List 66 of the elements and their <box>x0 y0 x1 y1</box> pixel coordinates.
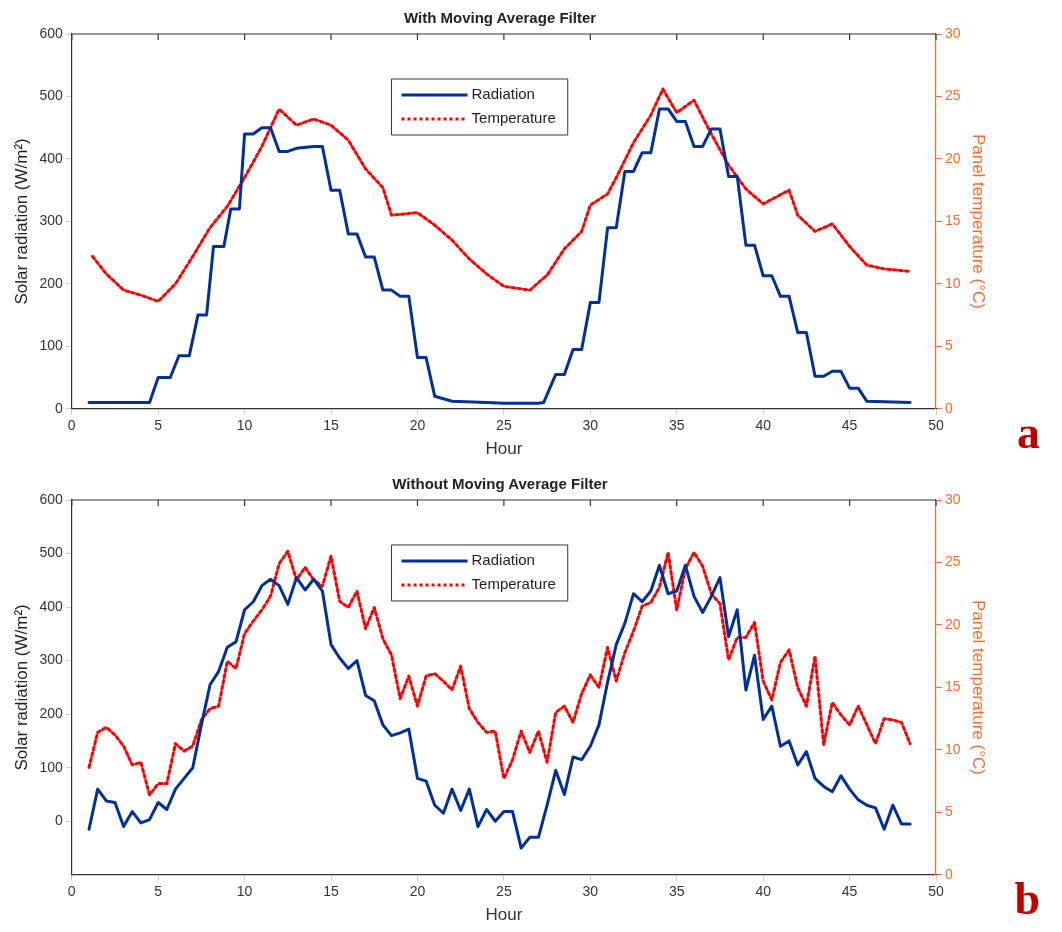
legend-label: Temperature <box>471 575 556 593</box>
x-tick-label: 50 <box>928 883 945 900</box>
y2-tick-label: 0 <box>945 865 954 882</box>
y-tick-label: 300 <box>39 651 63 668</box>
y2-tick-label: 10 <box>945 740 961 757</box>
x-tick-label: 30 <box>582 883 599 900</box>
y-axis-title: Solar radiation (W/m²) <box>11 138 31 305</box>
y2-tick-label: 10 <box>945 274 961 291</box>
y2-tick-label: 25 <box>945 87 961 104</box>
y-tick-label: 500 <box>39 87 63 104</box>
x-tick-label: 30 <box>582 417 599 434</box>
x-tick-label: 15 <box>323 883 340 900</box>
x-tick-label: 35 <box>668 883 685 900</box>
y2-tick-label: 5 <box>945 337 954 354</box>
line-series <box>87 549 912 797</box>
x-tick-label: 10 <box>236 883 253 900</box>
y2-axis-title: Panel temperature (°C) <box>969 133 989 309</box>
x-tick-label: 10 <box>236 417 253 434</box>
x-tick-label: 40 <box>755 417 772 434</box>
x-tick-label: 0 <box>67 417 76 434</box>
y-tick-label: 500 <box>39 544 63 561</box>
text: b <box>1014 873 1040 924</box>
y2-tick-label: 30 <box>945 24 961 41</box>
y-tick-label: 600 <box>39 490 63 507</box>
y2-tick-label: 0 <box>945 399 954 416</box>
y-tick-label: 200 <box>39 274 63 291</box>
line-series <box>91 87 912 303</box>
y-tick-label: 600 <box>39 24 63 41</box>
x-tick-label: 20 <box>409 417 426 434</box>
y-tick-label: 400 <box>39 597 63 614</box>
y2-tick-label: 20 <box>945 149 961 166</box>
chart-title: With Moving Average Filter <box>403 9 597 27</box>
x-tick-label: 40 <box>755 883 772 900</box>
y2-tick-label: 30 <box>945 490 961 507</box>
y2-axis-title: Panel temperature (°C) <box>969 599 989 775</box>
x-tick-label: 5 <box>154 417 163 434</box>
chart-title: Without Moving Average Filter <box>392 475 608 493</box>
y-tick-label: 200 <box>39 705 63 722</box>
x-tick-label: 25 <box>496 417 512 434</box>
legend-label: Temperature <box>471 109 556 127</box>
x-tick-label: 0 <box>67 883 76 900</box>
y-tick-label: 0 <box>54 812 63 829</box>
y2-tick-label: 15 <box>945 678 961 695</box>
y-tick-label: 400 <box>39 149 63 166</box>
y-tick-label: 300 <box>39 212 63 229</box>
y2-tick-label: 5 <box>945 803 954 820</box>
y-tick-label: 100 <box>39 337 63 354</box>
x-axis-title: Hour <box>485 439 523 459</box>
legend-label: Radiation <box>471 551 535 569</box>
legend-label: Radiation <box>471 85 535 103</box>
x-tick-label: 45 <box>841 417 858 434</box>
x-axis-title: Hour <box>485 905 523 925</box>
x-tick-label: 25 <box>496 883 512 900</box>
x-tick-label: 20 <box>409 883 426 900</box>
x-tick-label: 50 <box>928 417 945 434</box>
x-tick-label: 45 <box>841 883 858 900</box>
y-tick-label: 100 <box>39 758 63 775</box>
y2-tick-label: 25 <box>945 553 961 570</box>
y2-tick-label: 15 <box>945 212 961 229</box>
x-tick-label: 15 <box>323 417 340 434</box>
x-tick-label: 5 <box>154 883 163 900</box>
y2-tick-label: 20 <box>945 615 961 632</box>
text: a <box>1017 407 1040 458</box>
x-tick-label: 35 <box>668 417 685 434</box>
y-tick-label: 0 <box>54 399 63 416</box>
y-axis-title: Solar radiation (W/m²) <box>11 604 31 771</box>
